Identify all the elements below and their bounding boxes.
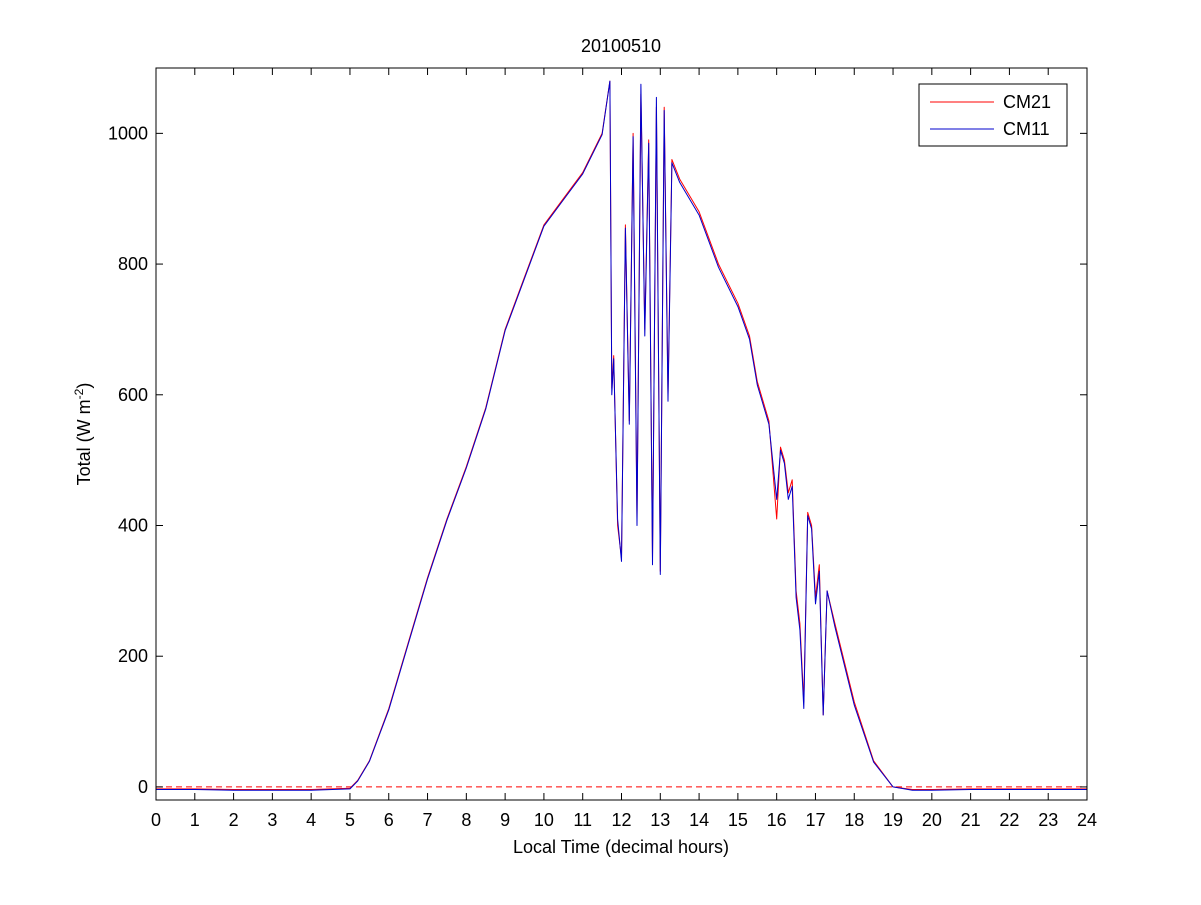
x-tick-label: 1 (190, 810, 200, 830)
legend-label-cm21: CM21 (1003, 92, 1051, 112)
chart-title: 20100510 (581, 36, 661, 56)
x-tick-label: 9 (500, 810, 510, 830)
x-tick-label: 20 (922, 810, 942, 830)
y-axis-label-superscript: -2 (72, 388, 86, 399)
x-tick-label: 15 (728, 810, 748, 830)
x-axis-ticks: 0 1 2 3 4 5 6 7 8 9 10 11 12 13 14 15 16 17 18 19 20 21 22 23 24 (151, 68, 1097, 830)
x-tick-label: 11 (573, 810, 592, 830)
x-tick-label: 22 (999, 810, 1019, 830)
x-tick-label: 21 (961, 810, 981, 830)
series-layer (156, 80, 1087, 791)
legend-label-cm11: CM11 (1003, 119, 1050, 139)
y-tick-label: 200 (118, 646, 148, 666)
y-axis-ticks: 0 200 400 600 800 1000 (108, 123, 1087, 797)
x-tick-label: 23 (1038, 810, 1058, 830)
legend-box (918, 83, 1068, 147)
series-line-cm11 (156, 80, 1087, 791)
x-tick-label: 5 (345, 810, 355, 830)
y-axis-label-close: ) (74, 383, 94, 389)
y-tick-label: 400 (118, 516, 148, 536)
x-tick-label: 0 (151, 810, 161, 830)
x-tick-label: 16 (767, 810, 787, 830)
x-tick-label: 4 (306, 810, 316, 830)
y-axis-label-main: Total (W m (74, 399, 94, 485)
y-axis-label: Total (W m-2) (72, 383, 94, 486)
x-tick-label: 12 (611, 810, 631, 830)
x-tick-label: 24 (1077, 810, 1097, 830)
x-tick-label: 6 (384, 810, 394, 830)
y-tick-label: 0 (138, 777, 148, 797)
y-tick-label: 800 (118, 254, 148, 274)
x-axis-label: Local Time (decimal hours) (513, 837, 729, 857)
plot-area (156, 68, 1087, 800)
y-tick-label: 1000 (108, 123, 148, 143)
x-tick-label: 18 (844, 810, 864, 830)
x-tick-label: 17 (805, 810, 825, 830)
x-tick-label: 19 (883, 810, 903, 830)
x-tick-label: 3 (267, 810, 277, 830)
x-tick-label: 13 (650, 810, 670, 830)
x-tick-label: 14 (689, 810, 709, 830)
x-tick-label: 10 (534, 810, 554, 830)
x-tick-label: 8 (461, 810, 471, 830)
legend: CM21 CM11 (918, 83, 1068, 147)
x-tick-label: 2 (229, 810, 239, 830)
x-tick-label: 7 (423, 810, 433, 830)
y-tick-label: 600 (118, 385, 148, 405)
